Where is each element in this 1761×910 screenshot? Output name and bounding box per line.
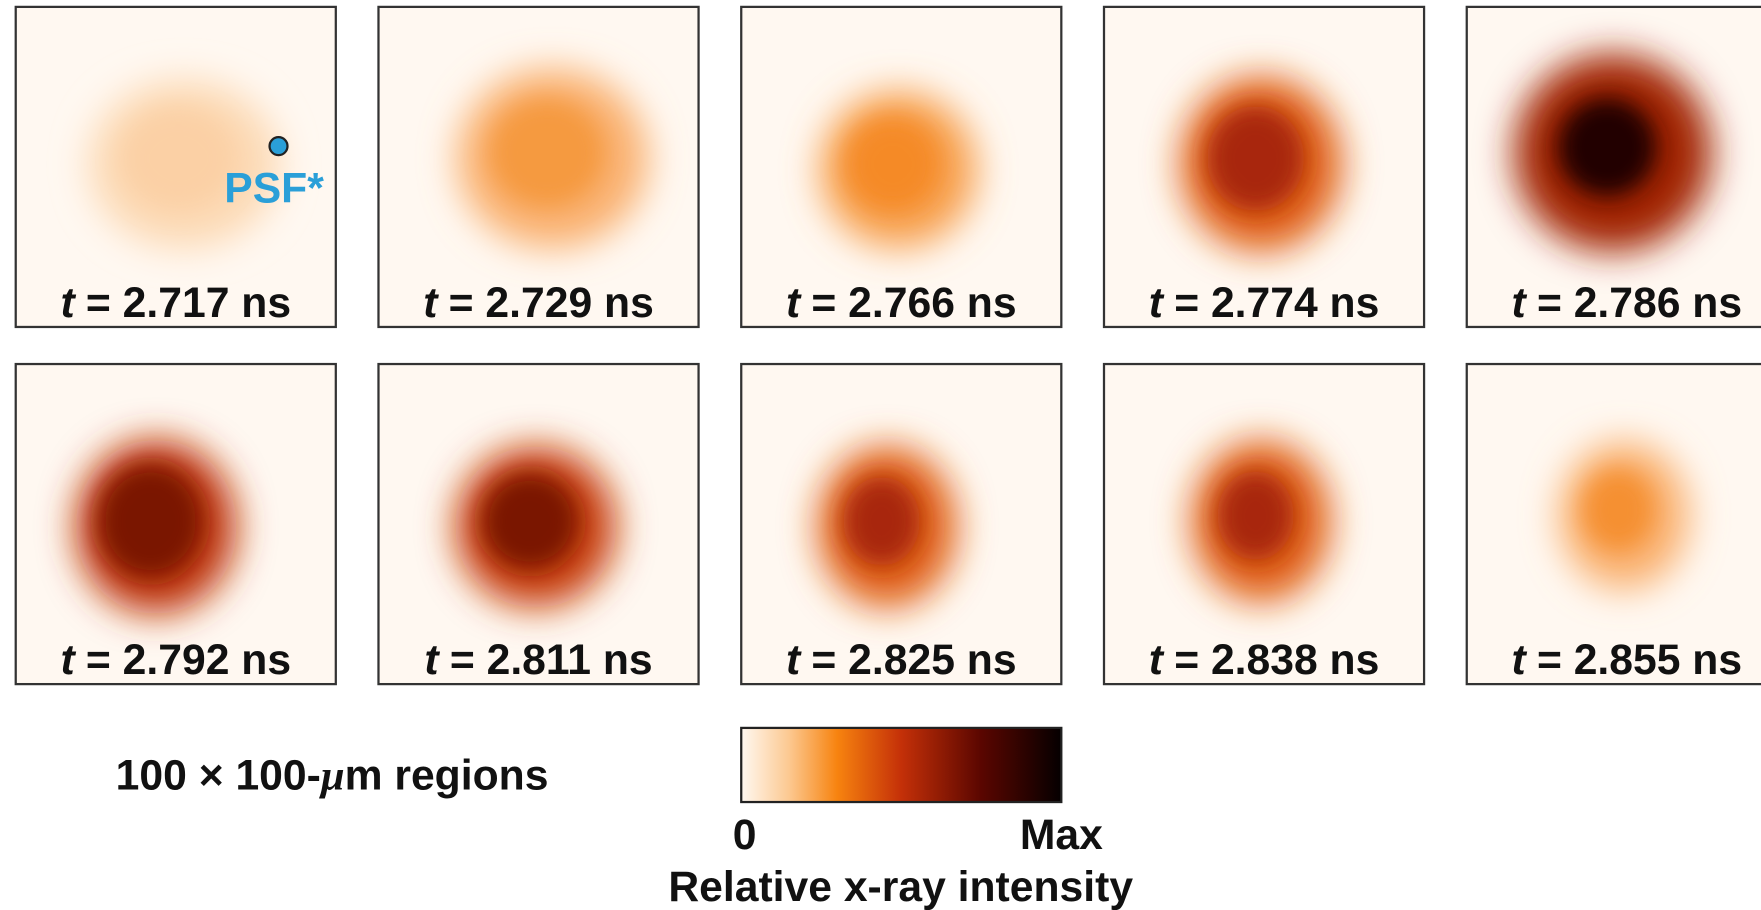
emission-core <box>482 473 579 570</box>
scale-text: m regions <box>345 752 549 800</box>
time-value: = 2.766 ns <box>811 279 1016 327</box>
time-value: = 2.855 ns <box>1537 636 1742 684</box>
time-variable: t <box>60 636 76 684</box>
time-label: t= 2.717 ns <box>60 279 291 327</box>
colorbar <box>741 728 1061 802</box>
colorbar-min: 0 <box>733 811 757 859</box>
time-variable: t <box>786 279 802 327</box>
time-variable: t <box>1149 636 1165 684</box>
emission-core <box>843 477 920 566</box>
time-variable: t <box>424 636 440 684</box>
time-value: = 2.786 ns <box>1537 279 1742 327</box>
time-label: t= 2.786 ns <box>1511 279 1742 327</box>
colorbar-max: Max <box>1020 811 1103 859</box>
time-variable: t <box>1149 279 1165 327</box>
emission-core <box>1558 98 1657 197</box>
time-variable: t <box>60 279 76 327</box>
time-label: t= 2.766 ns <box>786 279 1017 327</box>
colorbar-title: Relative x-ray intensity <box>668 863 1133 910</box>
psf-label: PSF* <box>224 164 324 212</box>
time-label: t= 2.729 ns <box>423 279 654 327</box>
emission-core <box>846 117 940 211</box>
time-value: = 2.811 ns <box>450 636 653 684</box>
time-label: t= 2.774 ns <box>1149 279 1380 327</box>
time-label: t= 2.855 ns <box>1511 636 1742 684</box>
time-value: = 2.825 ns <box>811 636 1016 684</box>
psf-marker <box>270 137 288 155</box>
scale-mu: μ <box>319 753 345 800</box>
emission-core <box>1207 106 1304 211</box>
scale-label: 100 × 100-μm regions <box>116 752 549 800</box>
time-label: t= 2.825 ns <box>786 636 1017 684</box>
emission-core <box>490 99 605 207</box>
figure: t= 2.717 nst= 2.729 nst= 2.766 nst= 2.77… <box>0 0 1761 910</box>
emission-core <box>98 464 203 578</box>
time-label: t= 2.811 ns <box>424 636 652 684</box>
time-value: = 2.774 ns <box>1174 279 1379 327</box>
page: t= 2.717 nst= 2.729 nst= 2.766 nst= 2.77… <box>0 0 1761 910</box>
time-variable: t <box>786 636 802 684</box>
time-value: = 2.792 ns <box>86 636 291 684</box>
time-value: = 2.838 ns <box>1174 636 1379 684</box>
emission-core <box>1583 469 1655 551</box>
time-label: t= 2.792 ns <box>60 636 291 684</box>
emission-core <box>121 108 236 209</box>
time-variable: t <box>1511 279 1527 327</box>
scale-text: 100 × 100- <box>116 752 321 800</box>
emission-core <box>1217 471 1294 560</box>
time-label: t= 2.838 ns <box>1149 636 1380 684</box>
time-value: = 2.729 ns <box>449 279 654 327</box>
time-variable: t <box>423 279 439 327</box>
time-value: = 2.717 ns <box>86 279 291 327</box>
time-variable: t <box>1511 636 1527 684</box>
